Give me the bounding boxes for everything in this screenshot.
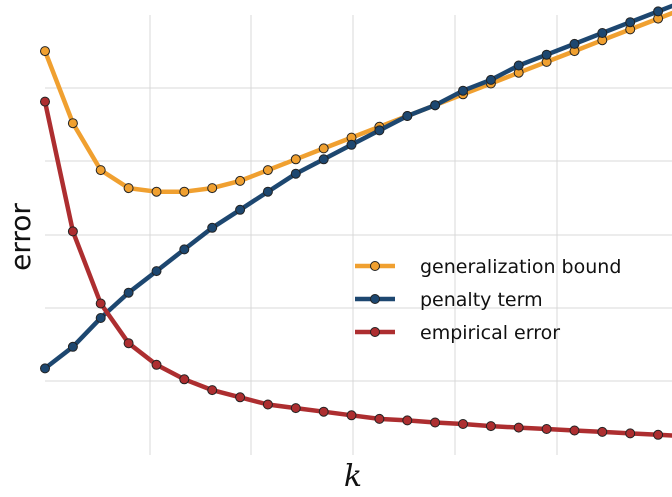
data-point-generalization-bound — [207, 183, 218, 194]
data-point-generalization-bound — [179, 186, 190, 197]
data-point-penalty-term — [95, 313, 106, 323]
data-point-empirical-error — [625, 428, 636, 439]
series-empirical-error — [40, 96, 672, 440]
data-point-empirical-error — [402, 415, 413, 426]
data-point-empirical-error — [151, 359, 162, 370]
legend-swatch-marker — [370, 327, 380, 337]
series-layer — [40, 3, 672, 440]
data-point-penalty-term — [541, 49, 552, 60]
data-point-empirical-error — [485, 421, 496, 432]
data-point-penalty-term — [290, 168, 301, 179]
data-point-empirical-error — [207, 385, 218, 396]
data-point-empirical-error — [235, 392, 246, 403]
data-point-empirical-error — [653, 429, 664, 440]
data-point-generalization-bound — [95, 165, 106, 176]
data-point-penalty-term — [318, 154, 329, 165]
data-point-empirical-error — [67, 226, 78, 237]
data-point-generalization-bound — [318, 143, 329, 154]
data-point-penalty-term — [513, 60, 524, 71]
legend-swatch-marker — [370, 294, 380, 304]
data-point-generalization-bound — [262, 165, 273, 176]
data-point-penalty-term — [597, 28, 608, 38]
data-point-penalty-term — [374, 125, 385, 136]
data-point-empirical-error — [458, 419, 468, 429]
data-point-generalization-bound — [235, 175, 246, 186]
data-point-empirical-error — [123, 338, 134, 349]
data-point-penalty-term — [485, 74, 496, 85]
data-point-penalty-term — [262, 186, 273, 197]
data-point-penalty-term — [458, 85, 468, 96]
data-point-generalization-bound — [123, 183, 134, 194]
data-point-penalty-term — [179, 244, 190, 255]
grid — [45, 15, 672, 455]
legend-swatch-marker — [370, 261, 380, 271]
data-point-penalty-term — [67, 341, 78, 352]
x-axis-label: k — [344, 459, 362, 494]
data-point-empirical-error — [290, 403, 301, 414]
series-line-penalty-term — [42, 3, 672, 371]
data-point-empirical-error — [597, 426, 608, 437]
data-point-penalty-term — [40, 363, 50, 374]
data-point-penalty-term — [123, 287, 134, 298]
data-point-penalty-term — [625, 17, 636, 28]
legend-item-empirical-error: empirical error — [355, 322, 560, 344]
data-point-penalty-term — [402, 111, 413, 121]
data-point-empirical-error — [179, 374, 190, 385]
series-generalization-bound — [40, 10, 672, 197]
data-point-empirical-error — [541, 424, 552, 434]
legend-label: empirical error — [420, 322, 560, 344]
data-point-generalization-bound — [67, 118, 78, 129]
data-point-empirical-error — [40, 96, 50, 107]
data-point-penalty-term — [346, 139, 357, 150]
data-point-penalty-term — [207, 222, 218, 233]
data-point-penalty-term — [430, 100, 441, 111]
data-point-empirical-error — [569, 425, 580, 436]
legend-item-generalization-bound: generalization bound — [355, 256, 621, 278]
data-point-penalty-term — [569, 38, 580, 49]
legend-item-penalty-term: penalty term — [355, 289, 543, 311]
data-point-generalization-bound — [290, 154, 301, 165]
data-point-empirical-error — [95, 298, 106, 309]
series-penalty-term — [40, 3, 672, 374]
data-point-empirical-error — [430, 417, 441, 428]
legend-label: generalization bound — [420, 256, 621, 278]
series-line-generalization-bound — [42, 10, 672, 194]
data-point-penalty-term — [653, 6, 664, 17]
data-point-generalization-bound — [151, 186, 162, 197]
data-point-generalization-bound — [40, 46, 50, 57]
data-point-empirical-error — [262, 399, 273, 410]
data-point-penalty-term — [235, 204, 246, 215]
y-axis-label: error — [4, 203, 37, 271]
data-point-empirical-error — [318, 406, 329, 417]
legend-label: penalty term — [420, 289, 543, 311]
data-point-empirical-error — [374, 413, 385, 424]
data-point-empirical-error — [513, 422, 524, 433]
data-point-empirical-error — [346, 410, 357, 421]
data-point-penalty-term — [151, 266, 162, 277]
legend: generalization bound penalty term empirica… — [355, 256, 621, 344]
